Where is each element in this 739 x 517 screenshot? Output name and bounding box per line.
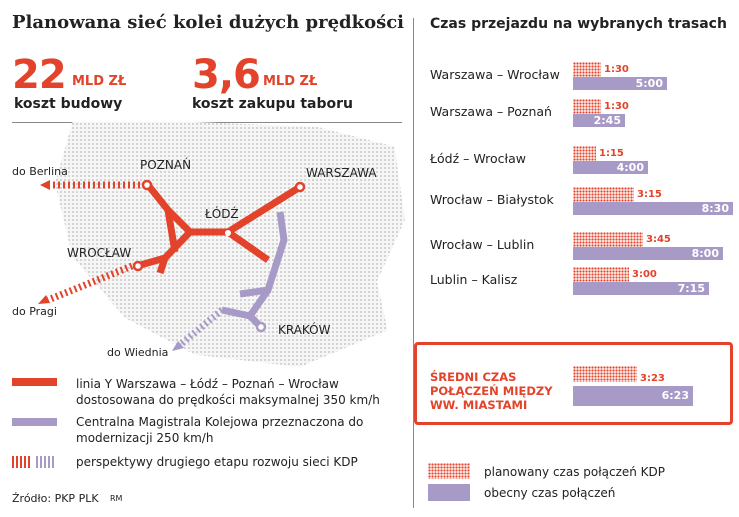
author: RM: [110, 494, 123, 503]
stat-unit: MLD ZŁ: [72, 74, 127, 89]
legend-swatch-purple-dashed: [36, 456, 56, 468]
berlin-arrow: [40, 180, 50, 190]
route-label: Wrocław – Białystok: [430, 192, 554, 207]
cmk-line: [221, 211, 288, 329]
bar-planned: [573, 187, 634, 203]
stat-value: 22: [12, 52, 67, 98]
route-label: Wrocław – Lublin: [430, 237, 535, 252]
bar-current: 5:00: [573, 77, 667, 90]
vienna-arrow: [172, 341, 184, 351]
page-title: Planowana sieć kolei dużych prędkości: [12, 12, 405, 33]
legend-item: linia Y Warszawa – Łódź – Poznań – Wrocł…: [76, 377, 380, 407]
route-label: Lublin – Kalisz: [430, 272, 518, 287]
route-label: Warszawa – Wrocław: [430, 67, 560, 82]
legend-swatch-red-dashed: [12, 456, 32, 468]
bar-planned-label: 1:30: [604, 101, 629, 112]
legend-item: perspektywy drugiego etapu rozwoju sieci…: [76, 455, 358, 469]
bar-planned: [573, 146, 596, 162]
summary-label: ŚREDNI CZAS POŁĄCZEŃ MIĘDZY WW. MIASTAMI: [430, 370, 553, 412]
chart-title: Czas przejazdu na wybranych trasach: [430, 16, 727, 32]
stat-label: koszt zakupu taboru: [192, 96, 353, 112]
summary-planned-label: 3:23: [640, 373, 665, 384]
city-label: WROCŁAW: [67, 246, 132, 260]
stat-unit: MLD ZŁ: [263, 74, 318, 89]
bar-planned: [573, 62, 601, 78]
legend-item: Centralna Magistrala Kolejowa przeznaczo…: [76, 415, 364, 445]
legend-current: obecny czas połączeń: [484, 486, 616, 500]
direction-label: do Berlina: [12, 165, 68, 178]
bar-planned-label: 3:00: [632, 269, 657, 280]
prague-extension: [46, 262, 134, 304]
source: Źródło: PKP PLK: [12, 492, 99, 505]
line-y: [136, 182, 302, 275]
stat-value: 3,6: [192, 52, 261, 98]
bar-current: 8:30: [573, 202, 733, 215]
city-label: KRAKÓW: [278, 323, 331, 337]
bar-planned: [573, 99, 601, 115]
route-label: Warszawa – Poznań: [430, 104, 552, 119]
direction-label: do Wiednia: [107, 346, 169, 359]
rail-network: [38, 179, 306, 351]
summary-box: [414, 342, 733, 425]
vienna-extension: [177, 307, 225, 348]
bar-current: 8:00: [573, 247, 723, 260]
legend-swatch-planned: [428, 463, 470, 479]
summary-bar-current: 6:23: [573, 386, 693, 406]
bar-current: 2:45: [573, 114, 625, 127]
bar-planned-label: 1:15: [599, 148, 624, 159]
bar-planned-label: 3:45: [646, 234, 671, 245]
bar-planned: [573, 232, 643, 248]
city-label: ŁÓDŹ: [205, 207, 239, 221]
prague-arrow: [38, 295, 50, 304]
stat-label: koszt budowy: [14, 96, 123, 112]
legend-swatch-purple: [12, 418, 57, 426]
summary-bar-planned: [573, 366, 637, 382]
bar-planned-label: 1:30: [604, 64, 629, 75]
legend-swatch-red: [12, 378, 57, 386]
city-label: POZNAŃ: [140, 158, 192, 172]
direction-label: do Pragi: [12, 305, 57, 318]
route-label: Łódź – Wrocław: [430, 151, 526, 166]
bar-planned: [573, 267, 629, 283]
city-label: WARSZAWA: [306, 166, 377, 180]
legend-planned: planowany czas połączeń KDP: [484, 465, 666, 479]
divider: [413, 18, 414, 508]
bar-current: 7:15: [573, 282, 709, 295]
bar-current: 4:00: [573, 161, 648, 174]
bar-planned-label: 3:15: [637, 189, 662, 200]
legend-swatch-current: [428, 484, 470, 501]
